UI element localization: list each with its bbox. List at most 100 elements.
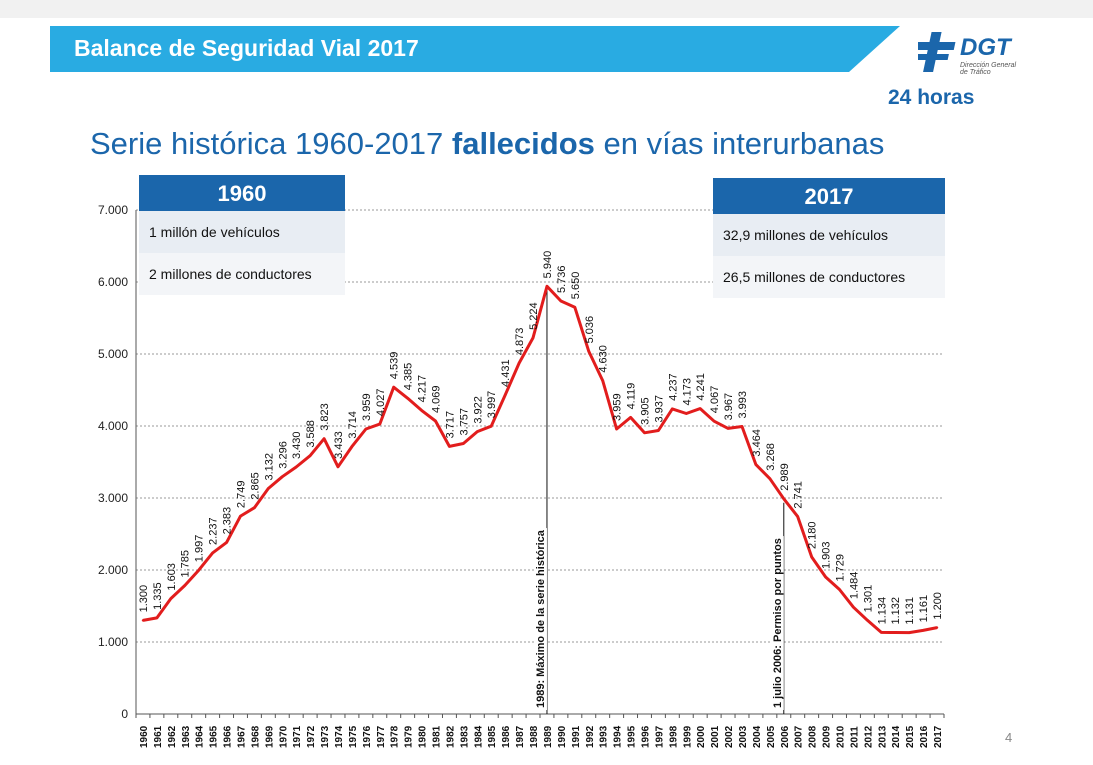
slide-title: Serie histórica 1960-2017 fallecidos en …	[90, 126, 884, 162]
x-tick-label: 2008	[808, 725, 819, 748]
data-point	[559, 299, 563, 303]
data-label: 1.997	[194, 535, 206, 563]
x-tick-label: 2016	[919, 725, 930, 748]
data-point	[852, 605, 855, 609]
data-point	[281, 475, 284, 478]
data-point	[183, 584, 186, 587]
x-tick-label: 1995	[627, 725, 638, 748]
data-point	[824, 575, 827, 579]
data-point	[907, 631, 911, 634]
data-point	[253, 506, 256, 509]
data-label: 3.959	[361, 393, 373, 421]
data-point	[420, 409, 423, 412]
x-tick-label: 1994	[613, 725, 624, 748]
data-label: 3.588	[305, 420, 317, 448]
data-point	[726, 427, 730, 430]
data-point	[629, 416, 632, 419]
data-label: 2.383	[222, 507, 234, 535]
info-box-1960-vehicles: 1 millón de vehículos	[139, 211, 345, 253]
slide-title-bold: fallecidos	[451, 126, 595, 161]
data-label: 5.940	[542, 251, 554, 279]
x-tick-label: 1981	[432, 725, 443, 748]
x-tick-label: 1960	[139, 725, 150, 748]
data-label: 1.603	[166, 563, 178, 591]
info-box-2017: 2017 32,9 millones de vehículos 26,5 mil…	[713, 178, 945, 298]
data-point	[239, 514, 242, 518]
data-point	[545, 285, 549, 288]
data-label: 1.301	[862, 585, 874, 613]
x-tick-label: 1967	[236, 725, 247, 748]
x-tick-label: 1993	[599, 725, 610, 748]
data-label: 3.433	[333, 431, 345, 459]
info-box-2017-year: 2017	[713, 178, 945, 214]
logo-sub-line1: Dirección General	[960, 62, 1017, 69]
x-tick-label: 1984	[473, 725, 484, 748]
y-tick-label: 1.000	[98, 635, 128, 649]
data-label: 2.237	[208, 517, 220, 545]
data-label: 3.268	[765, 443, 777, 471]
data-label: 3.714	[347, 411, 359, 439]
x-tick-label: 1990	[557, 725, 568, 748]
x-tick-label: 1983	[459, 725, 470, 748]
data-label: 1.134	[876, 597, 888, 625]
x-tick-label: 1978	[390, 725, 401, 748]
data-label: 1.785	[180, 550, 192, 578]
data-point	[643, 431, 646, 435]
x-tick-label: 2000	[696, 725, 707, 748]
data-label: 4.173	[681, 378, 693, 406]
data-label: 4.217	[417, 375, 429, 403]
data-label: 1.729	[835, 554, 847, 582]
data-label: 1.903	[821, 541, 833, 569]
x-tick-label: 1966	[223, 725, 234, 748]
data-point	[197, 569, 200, 572]
x-tick-label: 1975	[348, 725, 359, 748]
data-label: 1.335	[152, 582, 164, 610]
data-point	[768, 477, 772, 480]
y-tick-label: 5.000	[98, 347, 128, 361]
data-point	[308, 454, 312, 457]
x-tick-label: 2002	[724, 725, 735, 748]
logo-text: DGT	[960, 34, 1011, 61]
x-tick-label: 2005	[766, 725, 777, 748]
data-label: 4.237	[667, 373, 679, 401]
x-tick-label: 1982	[445, 725, 456, 748]
x-tick-label: 1969	[264, 725, 275, 748]
annotation-bg	[771, 536, 784, 710]
data-label: 2.180	[807, 522, 819, 550]
data-label: 5.036	[584, 316, 596, 344]
data-point	[517, 361, 521, 365]
data-point	[322, 437, 326, 440]
x-tick-label: 1997	[654, 725, 665, 748]
data-point	[448, 445, 451, 448]
x-tick-label: 2001	[710, 725, 721, 748]
data-label: 3.905	[639, 397, 651, 425]
data-label: 5.650	[570, 272, 582, 300]
x-tick-label: 1976	[362, 725, 373, 748]
data-point	[615, 427, 618, 431]
x-tick-label: 1961	[153, 725, 164, 748]
data-label: 4.069	[431, 386, 443, 414]
y-tick-label: 7.000	[98, 203, 128, 217]
data-point	[476, 430, 479, 433]
x-tick-label: 2012	[863, 725, 874, 748]
data-point	[490, 425, 493, 428]
data-label: 1.161	[918, 595, 930, 623]
slide-title-part1: Serie histórica 1960-2017	[90, 126, 452, 161]
data-label: 5.224	[528, 302, 540, 330]
y-tick-label: 4.000	[98, 419, 128, 433]
dgt-cross-icon	[913, 32, 956, 72]
data-point	[712, 419, 716, 423]
data-label: 1.300	[138, 585, 150, 613]
data-label: 5.736	[556, 265, 568, 293]
data-point	[935, 626, 939, 629]
x-tick-label: 1998	[668, 725, 679, 748]
x-tick-label: 2010	[836, 725, 847, 748]
logo-sub-line2: de Tráfico	[960, 69, 991, 76]
data-point	[657, 429, 660, 432]
data-label: 3.296	[277, 441, 289, 469]
y-tick-label: 6.000	[98, 275, 128, 289]
data-point	[392, 385, 395, 389]
logo-subtitle: Dirección General de Tráfico	[960, 62, 1016, 76]
data-label: 4.027	[375, 389, 387, 417]
data-label: 3.430	[291, 432, 303, 460]
